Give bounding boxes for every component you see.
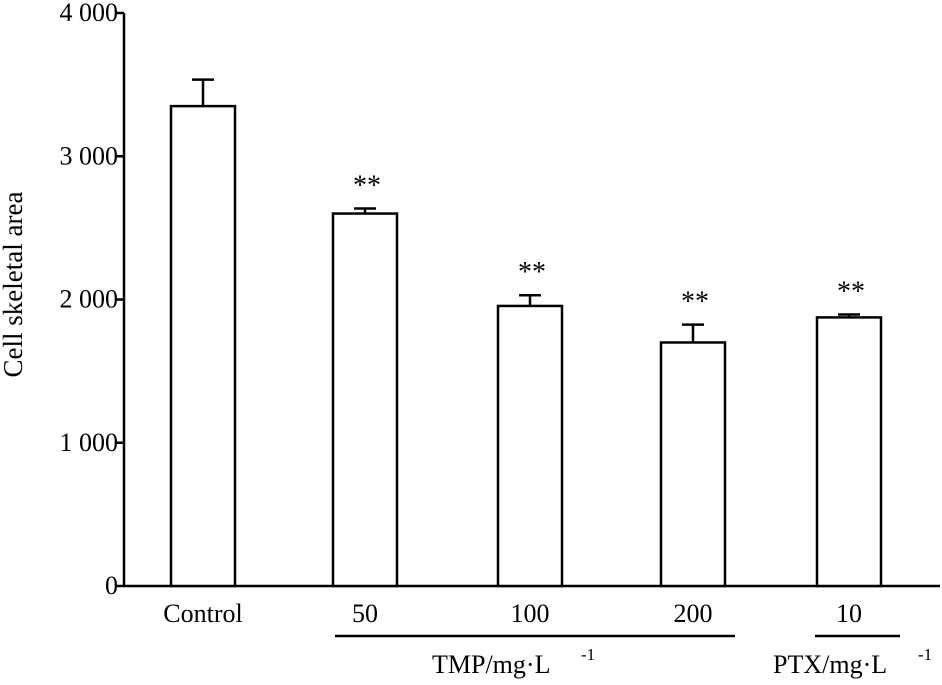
- y-axis-label: Cell skeletal area: [0, 192, 28, 378]
- x-category-label: 100: [511, 599, 550, 628]
- y-tick-label: 2 000: [60, 285, 119, 314]
- x-category-label: 50: [352, 599, 378, 628]
- x-category-label: 10: [836, 599, 862, 628]
- bars: [169, 78, 883, 588]
- significance-marker: **: [518, 257, 546, 288]
- significance-marker: **: [681, 287, 709, 318]
- bar: [331, 212, 399, 588]
- bar: [169, 104, 237, 588]
- bar: [659, 341, 727, 588]
- x-category-label: Control: [163, 599, 242, 628]
- group-label: TMP/mg·L: [432, 650, 550, 679]
- labels: Cell skeletal areaControl**50**100**200*…: [0, 171, 932, 679]
- x-category-label: 200: [674, 599, 713, 628]
- group-label-superscript: -1: [918, 645, 932, 664]
- y-tick-label: 1 000: [60, 428, 119, 457]
- axes: 0 1 000 2 000 3 000 4 000: [60, 0, 940, 600]
- group-label-superscript: -1: [581, 645, 595, 664]
- group-label: PTX/mg·L: [773, 650, 887, 679]
- significance-marker: **: [837, 277, 865, 308]
- significance-marker: **: [353, 171, 381, 202]
- y-tick-label: 0: [105, 571, 118, 600]
- bar: [496, 304, 564, 588]
- bar: [815, 316, 883, 588]
- y-tick-label: 3 000: [60, 141, 119, 170]
- y-tick-label: 4 000: [60, 0, 119, 27]
